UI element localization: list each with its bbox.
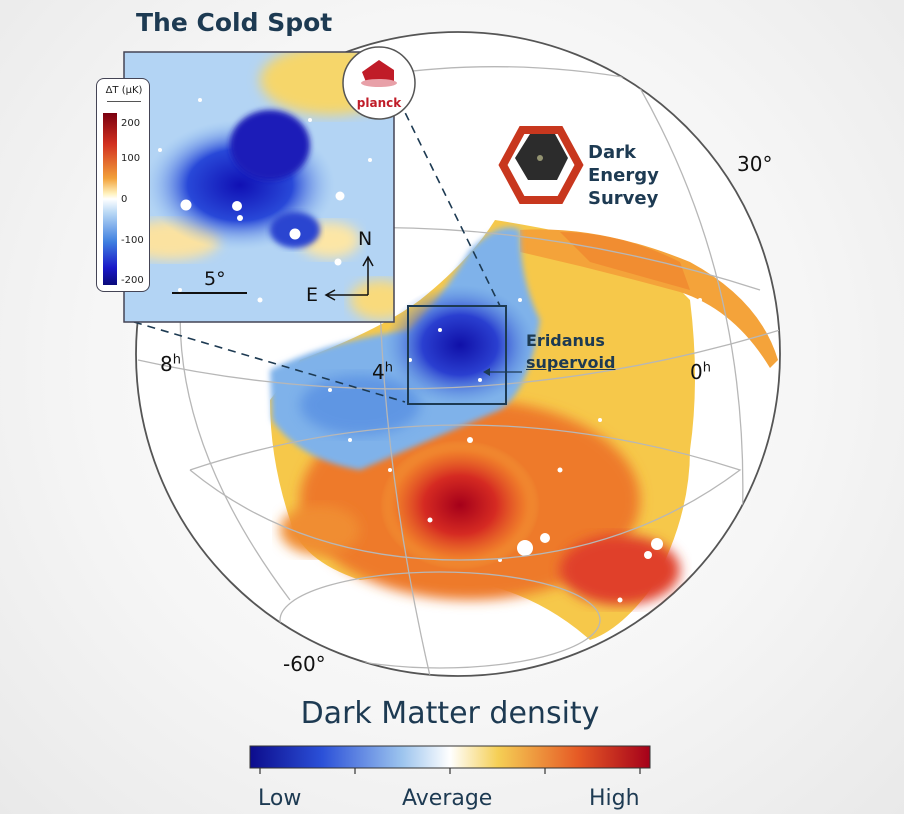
north-label: N (358, 228, 373, 250)
compass-arrows (324, 255, 374, 301)
eridanus-line-1: Eridanus (526, 331, 605, 350)
colorbar-title: Dark Matter density (300, 696, 600, 731)
des-line-2: Energy (588, 165, 659, 186)
des-line-1: Dark (588, 142, 636, 163)
ra-4h-value: 4 (372, 360, 385, 384)
ra-4h-unit: h (384, 360, 393, 376)
ra-0h-unit: h (702, 360, 711, 376)
ra-8h-label: 8h (160, 352, 181, 376)
ra-8h-unit: h (172, 352, 181, 368)
planck-logo (342, 46, 416, 120)
temperature-legend: ΔT (μK) 200 100 0 -100 -200 (96, 78, 150, 292)
density-colorbar (249, 745, 651, 774)
legend-title: ΔT (μK) (105, 85, 143, 96)
ra-4h-label: 4h (372, 360, 393, 384)
legend-tick-100: 100 (121, 153, 141, 164)
legend-tick-minus100: -100 (121, 235, 144, 246)
eridanus-box (407, 305, 507, 405)
legend-tick-minus200: -200 (121, 275, 144, 286)
colorbar-high-label: High (589, 786, 640, 811)
dec-30-label: 30° (737, 152, 773, 176)
planck-logo-text: planck (356, 96, 402, 110)
colorbar-average-label: Average (402, 786, 493, 811)
eridanus-label: Eridanus supervoid (526, 330, 615, 374)
des-footprint (270, 220, 778, 640)
legend-colorbar (103, 113, 117, 285)
dec-minus60-label: -60° (283, 652, 326, 676)
des-logo (498, 126, 584, 204)
legend-tick-0: 0 (121, 194, 128, 205)
supervoid-pointer (483, 368, 522, 376)
des-line-3: Survey (588, 188, 659, 209)
legend-divider (107, 101, 141, 102)
east-label: E (306, 284, 319, 306)
figure-title: The Cold Spot (136, 8, 333, 37)
legend-tick-200: 200 (121, 118, 141, 129)
colorbar-low-label: Low (258, 786, 302, 811)
zoom-connector-lines (133, 87, 501, 403)
ra-8h-value: 8 (160, 352, 173, 376)
scale-label: 5° (204, 268, 226, 290)
eridanus-line-2: supervoid (526, 353, 616, 372)
ra-0h-value: 0 (690, 360, 703, 384)
ra-0h-label: 0h (690, 360, 711, 384)
des-logo-text: Dark Energy Survey (588, 141, 659, 210)
